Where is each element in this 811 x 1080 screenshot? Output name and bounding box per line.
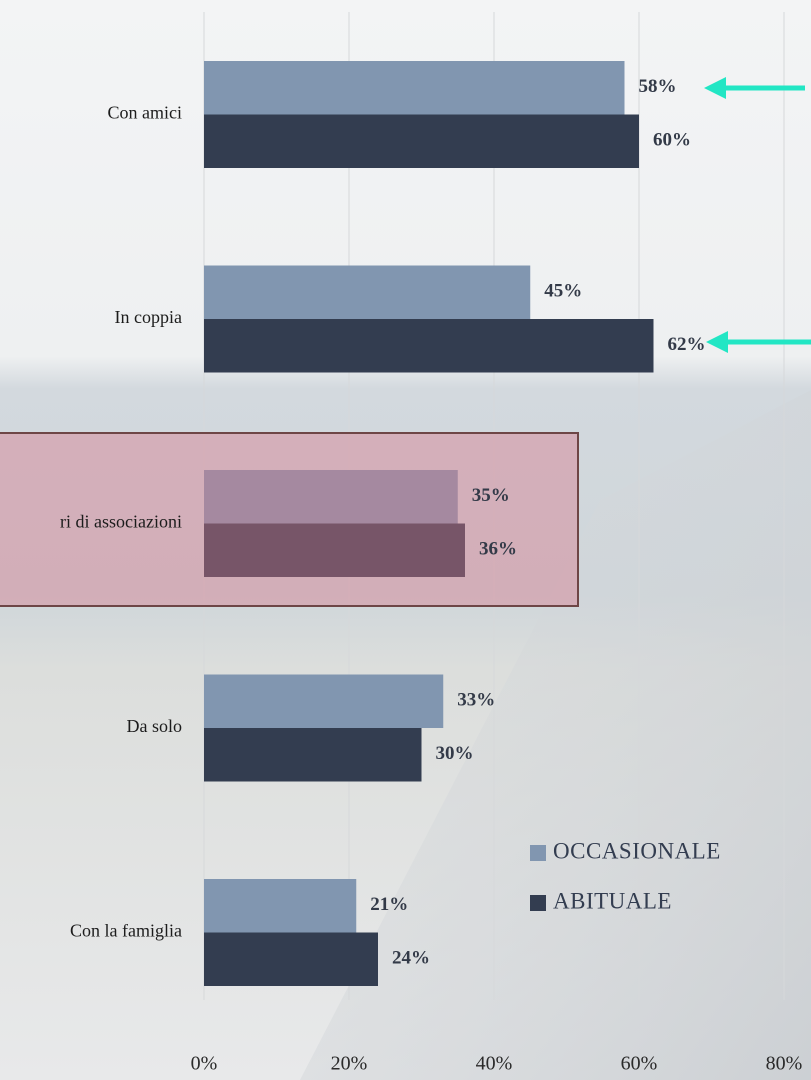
x-tick-label: 0% <box>191 1053 218 1075</box>
data-label: 33% <box>457 690 495 711</box>
data-label: 45% <box>544 281 582 302</box>
legend-swatch <box>530 895 546 911</box>
legend-label: ABITUALE <box>553 888 672 913</box>
arrow-head <box>706 331 728 353</box>
data-label: 35% <box>472 485 510 506</box>
data-label: 24% <box>392 948 430 969</box>
arrow <box>704 77 805 99</box>
x-tick-label: 60% <box>621 1053 658 1075</box>
category-label: Da solo <box>127 716 183 736</box>
data-label: 30% <box>436 743 474 764</box>
x-tick-label: 20% <box>331 1053 368 1075</box>
labels: 0% 20% 40% 60% 80% Con amici 58% 60% In coppia 45… <box>60 76 802 1074</box>
bar <box>204 319 654 373</box>
data-label: 58% <box>639 76 677 97</box>
category-label: Con amici <box>108 103 183 123</box>
arrow-head <box>704 77 726 99</box>
legend-label: OCCASIONALE <box>553 838 721 863</box>
data-label: 36% <box>479 539 517 560</box>
bar <box>204 879 357 933</box>
category-label: ri di associazioni <box>60 512 182 532</box>
bar <box>204 470 458 524</box>
bar <box>204 728 422 782</box>
highlight-box <box>0 432 579 607</box>
background-road <box>300 390 811 1080</box>
bar <box>204 523 465 577</box>
bar <box>204 265 531 319</box>
x-tick-label: 40% <box>476 1053 513 1075</box>
category-label: Con la famiglia <box>70 921 182 941</box>
bar <box>204 674 444 728</box>
bar <box>204 61 625 115</box>
bar <box>204 114 639 168</box>
x-tick-label: 80% <box>766 1053 803 1075</box>
bar <box>204 932 378 986</box>
arrow <box>706 331 811 353</box>
bars <box>204 61 654 986</box>
category-label: In coppia <box>115 307 182 327</box>
data-label: 62% <box>668 334 706 355</box>
legend-swatch <box>530 845 546 861</box>
data-label: 21% <box>370 894 408 915</box>
data-label: 60% <box>653 130 691 151</box>
